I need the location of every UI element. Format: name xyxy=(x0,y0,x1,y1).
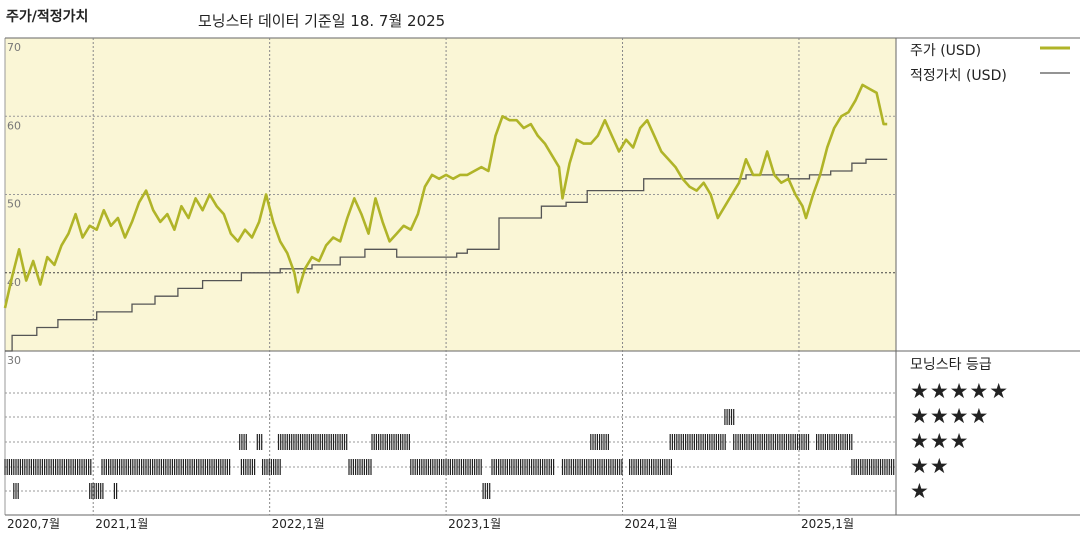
x-axis-tick-labels: 2020,7월 2021,1월 2022,1월 2023,1월 2024,1월 2025,… xyxy=(7,517,854,531)
chart-title: 주가/적정가치 xyxy=(6,9,89,25)
x-tick-label: 2020,7월 xyxy=(7,517,60,531)
y-tick-label: 50 xyxy=(7,198,21,211)
rating-1-star: ★ xyxy=(910,479,930,503)
y-tick-label: 70 xyxy=(7,41,21,54)
fair-value-line xyxy=(5,158,888,352)
rating-5-stars: ★★★★★ xyxy=(910,379,1010,403)
rating-3-stars: ★★★ xyxy=(910,429,970,453)
rating-bars xyxy=(4,409,895,499)
rating-title: 모닝스타 등급 xyxy=(910,357,992,373)
data-date-subtitle: 모닝스타 데이터 기준일 18. 7월 2025 xyxy=(198,12,446,30)
grid-lines xyxy=(5,38,896,515)
rating-4-stars: ★★★★ xyxy=(910,404,990,428)
price-line xyxy=(3,83,888,309)
y-tick-label: 30 xyxy=(7,354,21,367)
legend-price-label: 주가 (USD) xyxy=(910,43,982,59)
x-tick-label: 2025,1월 xyxy=(801,517,854,531)
x-tick-label: 2024,1월 xyxy=(625,517,678,531)
rating-2-stars: ★★ xyxy=(910,454,950,478)
x-tick-label: 2023,1월 xyxy=(448,517,501,531)
rating-background xyxy=(5,351,896,515)
y-tick-label: 60 xyxy=(7,119,21,132)
x-tick-label: 2021,1월 xyxy=(95,517,148,531)
x-tick-label: 2022,1월 xyxy=(272,517,325,531)
legend-fair-value-label: 적정가치 (USD) xyxy=(910,68,1007,84)
